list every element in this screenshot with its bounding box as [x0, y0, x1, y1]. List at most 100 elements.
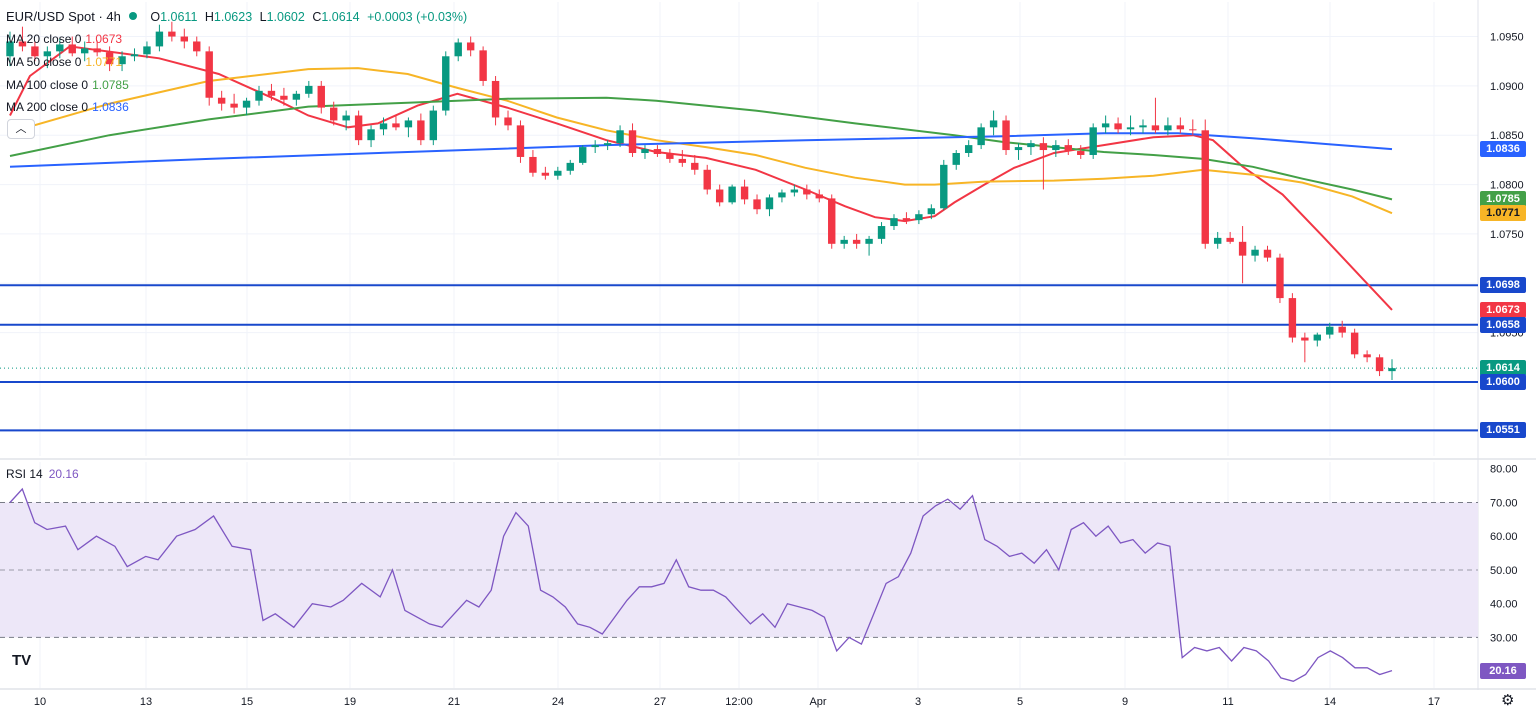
price-label: 1.0785	[1480, 191, 1526, 208]
price-label: 1.0673	[1480, 301, 1526, 318]
rsi-label: RSI 14	[6, 467, 43, 481]
candle-body	[728, 186, 736, 203]
candle-body	[1039, 143, 1048, 151]
candle-body	[529, 156, 537, 173]
candle-body	[678, 158, 687, 163]
price-label: 1.0614	[1480, 360, 1526, 377]
time-tick-label: 9	[1122, 696, 1128, 708]
symbol-header[interactable]: EUR/USD Spot · 4h O1.0611 H1.0623 L1.060…	[6, 9, 471, 24]
candles	[6, 21, 1396, 381]
candle-body	[952, 153, 960, 165]
candle-body	[168, 31, 176, 37]
ma50-legend[interactable]: MA 50 close 0 1.0771	[6, 55, 122, 69]
candle-body	[1313, 334, 1321, 341]
price-label: 1.0600	[1480, 373, 1526, 390]
candle-body	[1002, 120, 1010, 151]
candle-body	[367, 129, 375, 141]
candle-body	[230, 103, 238, 108]
symbol-title[interactable]: EUR/USD Spot · 4h	[6, 9, 121, 24]
candle-body	[1226, 237, 1234, 242]
candle-body	[641, 149, 649, 154]
close-key: C	[312, 10, 322, 24]
tradingview-logo-icon[interactable]: TV	[12, 652, 32, 669]
chevron-up-icon[interactable]: ︿	[7, 119, 35, 139]
candle-body	[516, 125, 525, 157]
change-value: +0.0003 (+0.03%)	[367, 10, 468, 24]
ma-line-ma200	[9, 132, 1393, 168]
candle-body	[1338, 326, 1346, 333]
high-value: 1.0623	[213, 10, 253, 24]
rsi-pane	[0, 487, 1478, 682]
candle-body	[242, 100, 251, 108]
candle-body	[6, 41, 14, 57]
candle-body	[18, 41, 27, 47]
candle-body	[105, 52, 114, 65]
candle-body	[616, 130, 624, 144]
candle-body	[454, 42, 462, 57]
rsi-tick-label: 70.00	[1490, 497, 1518, 509]
price-tick-label: 1.0750	[1490, 229, 1524, 241]
candle-body	[579, 147, 587, 163]
candle-body	[1375, 357, 1384, 372]
ma20-value: 1.0673	[85, 32, 123, 46]
rsi-tick-label: 40.00	[1490, 599, 1518, 611]
candle-body	[43, 51, 52, 57]
time-tick-label: 19	[344, 696, 356, 708]
high-key: H	[204, 10, 214, 24]
candle-body	[1077, 151, 1085, 155]
candle-body	[330, 107, 338, 121]
candle-body	[1263, 249, 1272, 258]
rsi-legend[interactable]: RSI 14 20.16	[6, 467, 79, 481]
low-key: L	[259, 10, 267, 24]
candle-body	[566, 162, 574, 171]
candle-body	[1238, 241, 1247, 256]
ma100-value: 1.0785	[92, 78, 129, 92]
ma20-label: MA 20 close 0	[6, 32, 82, 46]
time-tick-label: 11	[1222, 696, 1233, 708]
ma200-legend[interactable]: MA 200 close 0 1.0836	[6, 100, 129, 114]
gear-icon[interactable]: ⚙	[1501, 692, 1515, 709]
price-label: 1.0551	[1480, 422, 1526, 439]
time-tick-label: 10	[34, 696, 46, 708]
candle-body	[964, 145, 973, 154]
candle-body	[1326, 326, 1334, 335]
ma200-label: MA 200 close 0	[6, 100, 89, 114]
candle-body	[865, 238, 873, 244]
candle-body	[591, 145, 599, 148]
candle-body	[429, 110, 438, 141]
candle-body	[790, 189, 799, 193]
candle-body	[68, 44, 76, 54]
time-tick-label: 12:00	[725, 696, 753, 708]
price-tick-label: 1.0850	[1490, 130, 1524, 142]
ma20-legend[interactable]: MA 20 close 0 1.0673	[6, 32, 122, 46]
ma50-value: 1.0771	[85, 55, 123, 69]
candle-body	[989, 120, 998, 128]
ma50-label: MA 50 close 0	[6, 55, 82, 69]
price-tick-label: 1.0900	[1490, 81, 1524, 93]
candle-body	[217, 97, 226, 104]
time-tick-label: 21	[448, 696, 460, 708]
candle-body	[1189, 129, 1197, 131]
candle-body	[554, 170, 562, 176]
candle-body	[703, 169, 711, 190]
candle-body	[342, 115, 350, 121]
candle-body	[927, 208, 936, 215]
candle-body	[541, 172, 550, 176]
rsi-tick-label: 30.00	[1490, 632, 1518, 644]
time-tick-label: 14	[1324, 696, 1336, 708]
candle-body	[803, 189, 811, 195]
candle-body	[379, 123, 388, 130]
candle-body	[280, 95, 288, 100]
candle-body	[118, 56, 126, 65]
candle-body	[292, 93, 301, 100]
candle-body	[491, 80, 500, 118]
candle-body	[93, 48, 101, 53]
ma100-legend[interactable]: MA 100 close 0 1.0785	[6, 78, 129, 92]
candle-body	[504, 117, 512, 126]
price-label: 1.0836	[1480, 141, 1526, 158]
candle-body	[1363, 354, 1371, 358]
candle-body	[1064, 145, 1072, 152]
candle-body	[753, 199, 761, 210]
close-value: 1.0614	[321, 10, 360, 24]
